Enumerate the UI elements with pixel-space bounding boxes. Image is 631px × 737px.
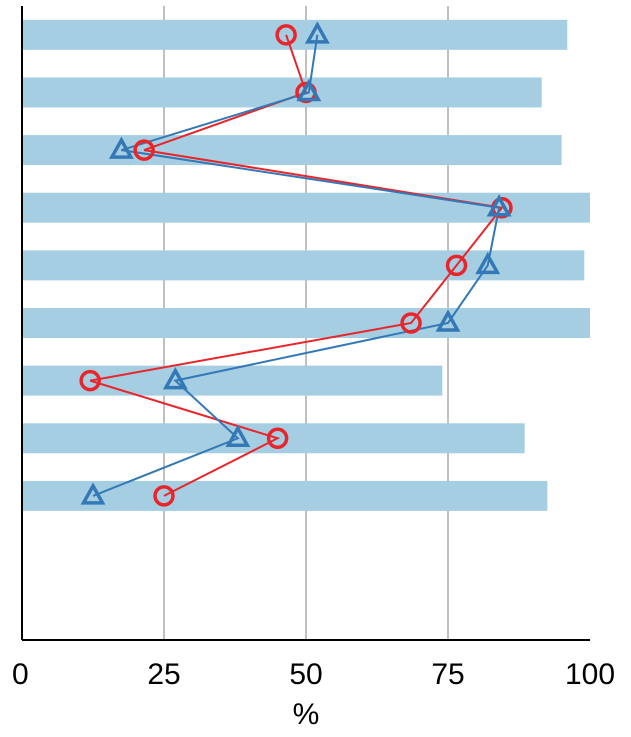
triangle-marker <box>162 367 188 390</box>
series-markers <box>79 21 513 507</box>
circle-marker <box>153 485 175 507</box>
bars <box>22 19 590 511</box>
x-tick-labels: 0 25 50 75 100 <box>12 658 615 691</box>
series-lines <box>89 34 504 497</box>
circle-marker <box>275 24 297 46</box>
bar <box>22 423 525 454</box>
bar <box>22 77 542 108</box>
bar <box>22 365 443 396</box>
circle-marker <box>266 427 289 450</box>
x-tick-label: 0 <box>12 658 29 691</box>
triangle-series-line <box>92 34 501 497</box>
circle-series-line <box>89 34 504 497</box>
circle-marker <box>79 369 101 392</box>
triangle-marker <box>435 309 461 332</box>
triangle-marker <box>80 482 106 505</box>
triangle-marker <box>225 424 251 448</box>
bar <box>22 480 548 511</box>
triangle-marker <box>296 78 322 102</box>
x-tick-label: 50 <box>289 658 322 691</box>
circle-marker <box>445 254 468 277</box>
x-tick-label: 25 <box>147 658 180 691</box>
bar <box>22 308 590 338</box>
x-tick-label: 100 <box>565 658 615 691</box>
bar <box>22 135 562 166</box>
circle-marker <box>133 139 155 161</box>
triangle-marker <box>304 21 330 44</box>
bar <box>22 250 585 281</box>
triangle-marker <box>475 251 501 275</box>
x-axis-title: % <box>293 698 320 731</box>
triangle-marker <box>486 194 512 217</box>
triangle-marker <box>108 136 134 159</box>
x-tick-label: 75 <box>431 658 464 691</box>
axes <box>21 6 590 641</box>
circle-marker <box>400 312 422 334</box>
